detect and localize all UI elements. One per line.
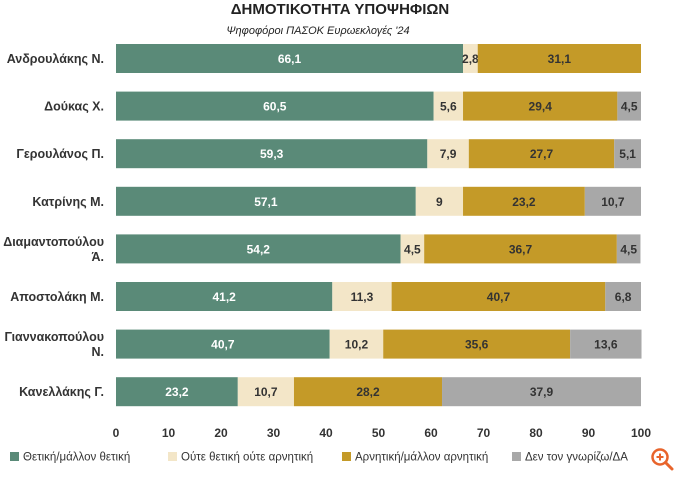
zoom-in-icon[interactable] xyxy=(648,445,676,473)
x-tick-label: 100 xyxy=(631,426,651,440)
data-label: 27,7 xyxy=(530,147,554,161)
chart-title: ΔΗΜΟΤΙΚΟΤΗΤΑ ΥΠΟΨΗΦΙΩΝ xyxy=(231,1,450,18)
data-label: 28,2 xyxy=(356,385,380,399)
data-label: 5,6 xyxy=(440,100,457,114)
bar-segment xyxy=(116,234,401,264)
data-label: 40,7 xyxy=(211,338,235,352)
bar-segment xyxy=(614,139,641,169)
bar-segment xyxy=(116,377,238,407)
data-label: 6,8 xyxy=(615,290,632,304)
x-tick-label: 90 xyxy=(582,426,596,440)
x-tick-label: 10 xyxy=(162,426,176,440)
data-label: 35,6 xyxy=(465,338,489,352)
data-label: 54,2 xyxy=(247,242,271,256)
category-label: Γιαννακοπούλου xyxy=(4,330,104,344)
category-label: Ανδρουλάκης Ν. xyxy=(7,52,104,66)
bar-segment xyxy=(424,234,617,264)
x-tick-label: 0 xyxy=(113,426,120,440)
bar-segment xyxy=(433,91,464,121)
bar-segment xyxy=(570,329,642,359)
data-label: 11,3 xyxy=(351,290,374,304)
data-label: 10,2 xyxy=(345,338,369,352)
data-label: 4,5 xyxy=(620,242,637,256)
bar-segment xyxy=(605,282,641,311)
bar-segment xyxy=(391,282,606,311)
bar-segment xyxy=(463,91,618,121)
data-label: 57,1 xyxy=(254,195,278,209)
legend-label: Αρνητική/μάλλον αρνητική xyxy=(355,452,488,464)
bar-segment xyxy=(116,44,464,73)
data-label: 40,7 xyxy=(487,290,511,304)
x-tick-label: 80 xyxy=(529,426,543,440)
data-label: 9 xyxy=(436,195,443,209)
category-label: Ά. xyxy=(92,250,105,264)
data-label: 41,2 xyxy=(212,290,236,304)
x-tick-label: 20 xyxy=(214,426,228,440)
data-label: 36,7 xyxy=(509,242,533,256)
data-label: 23,2 xyxy=(165,385,189,399)
x-axis-ticks: 0 10 20 30 40 50 60 70 80 90 100 xyxy=(113,426,652,440)
bar-segment xyxy=(442,377,641,407)
category-label: Αποστολάκη Μ. xyxy=(10,290,104,304)
bars-group: 66,1 2,8 31,1 60,5 5,6 29,4 4,5 59,3 7,9 27,7 5,1 5… xyxy=(116,44,642,407)
bar-segment xyxy=(116,282,333,311)
category-label: Δούκας Χ. xyxy=(44,100,104,114)
bar-segment xyxy=(463,44,478,73)
bar-segment xyxy=(116,139,428,169)
legend-swatch xyxy=(342,452,351,461)
data-label: 66,1 xyxy=(278,52,302,66)
x-tick-label: 40 xyxy=(319,426,333,440)
bar-segment xyxy=(400,234,425,264)
data-label: 4,5 xyxy=(621,100,638,114)
bar-segment xyxy=(477,44,641,73)
bar-segment xyxy=(332,282,392,311)
bar-segment xyxy=(427,139,469,169)
data-label: 10,7 xyxy=(254,385,278,399)
legend-swatch xyxy=(512,452,521,461)
bar-segment xyxy=(616,234,641,264)
legend-swatch xyxy=(168,452,177,461)
data-label: 29,4 xyxy=(529,100,553,114)
bar-segment xyxy=(293,377,443,407)
data-label: 60,5 xyxy=(263,100,287,114)
data-label: 37,9 xyxy=(530,385,554,399)
x-tick-label: 70 xyxy=(477,426,491,440)
legend: Θετική/μάλλον θετική Ούτε θετική ούτε αρν… xyxy=(10,452,628,464)
data-label: 2,8 xyxy=(462,52,479,66)
bar-segment xyxy=(383,329,571,359)
category-labels: Ανδρουλάκης Ν. Δούκας Χ. Γερουλάνος Π. Κατρ… xyxy=(3,52,104,399)
bar-segment xyxy=(584,186,641,216)
data-label: 13,6 xyxy=(594,338,618,352)
category-label: Ν. xyxy=(92,345,105,359)
bar-segment xyxy=(617,91,641,121)
data-label: 59,3 xyxy=(260,147,284,161)
bar-segment xyxy=(116,186,416,216)
bar-segment xyxy=(468,139,615,169)
bar-segment xyxy=(463,186,585,216)
legend-label: Θετική/μάλλον θετική xyxy=(23,452,130,464)
category-label: Κατρίνης Μ. xyxy=(32,195,104,209)
bar-segment xyxy=(237,377,294,407)
chart-subtitle: Ψηφοφόροι ΠΑΣΟΚ Ευρωεκλογές '24 xyxy=(226,25,409,37)
data-label: 10,7 xyxy=(601,195,625,209)
x-tick-label: 50 xyxy=(372,426,386,440)
data-label: 7,9 xyxy=(440,147,457,161)
x-tick-label: 30 xyxy=(267,426,281,440)
bar-segment xyxy=(116,91,434,121)
legend-label: Ούτε θετική ούτε αρνητική xyxy=(181,452,313,464)
data-label: 23,2 xyxy=(512,195,536,209)
data-label: 5,1 xyxy=(619,147,636,161)
data-label: 31,1 xyxy=(548,52,572,66)
x-tick-label: 60 xyxy=(424,426,438,440)
bar-segment xyxy=(329,329,384,359)
legend-label: Δεν τον γνωρίζω/ΔΑ xyxy=(525,452,628,464)
bar-segment xyxy=(415,186,464,216)
legend-swatch xyxy=(10,452,19,461)
data-label: 4,5 xyxy=(404,242,421,256)
category-label: Γερουλάνος Π. xyxy=(16,147,104,161)
category-label: Κανελλάκης Γ. xyxy=(19,385,104,399)
bar-segment xyxy=(116,329,330,359)
category-label: Διαμαντοπούλου xyxy=(3,235,104,249)
